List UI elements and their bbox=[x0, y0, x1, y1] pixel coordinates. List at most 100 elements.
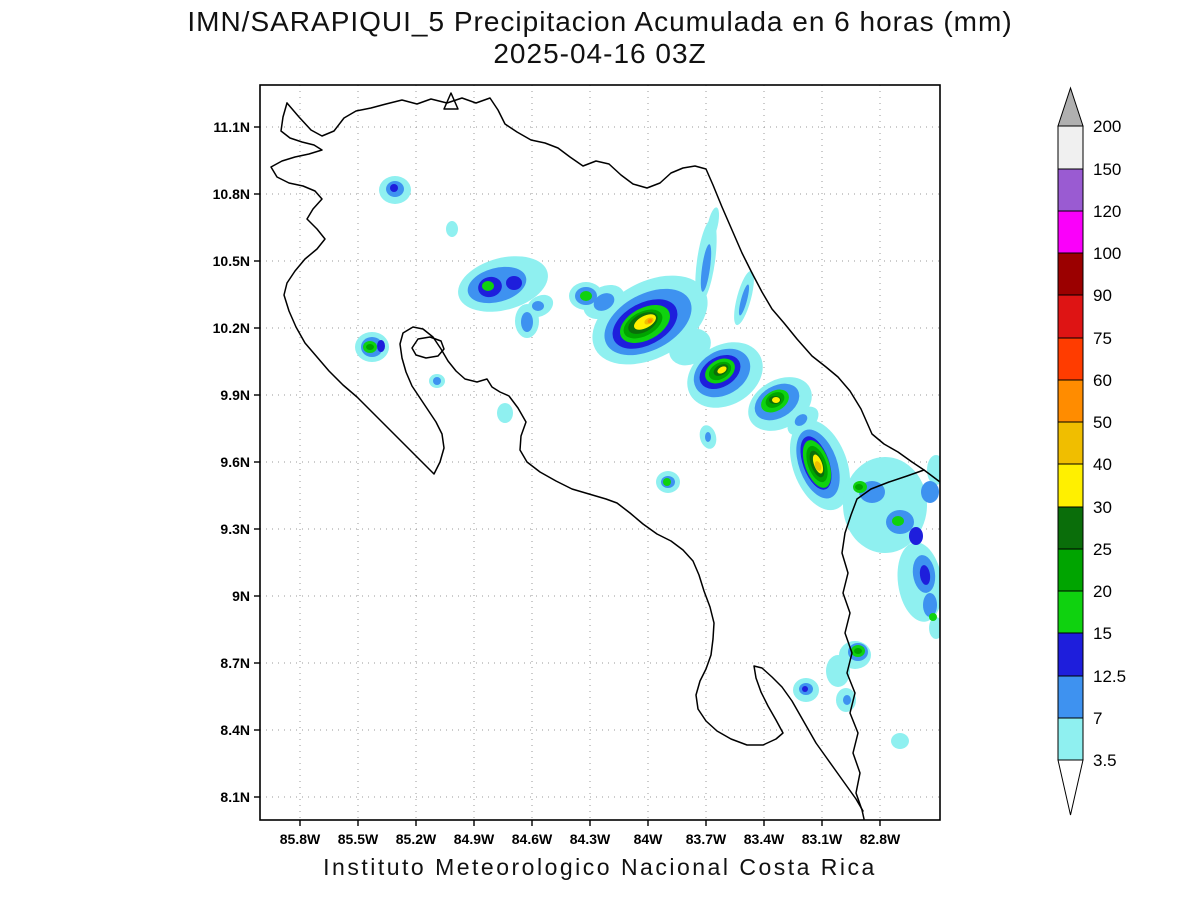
colorbar-segment-90mm bbox=[1057, 252, 1084, 296]
colorbar-label: 40 bbox=[1093, 455, 1112, 474]
colorbar-segment-20mm bbox=[1057, 548, 1084, 592]
precip-cell-15mm bbox=[663, 478, 671, 486]
precip-cell-30mm bbox=[717, 366, 727, 374]
colorbar-segment-40mm bbox=[1057, 421, 1084, 465]
precip-cell-20mm bbox=[366, 344, 374, 350]
colorbar-label: 120 bbox=[1093, 202, 1121, 221]
institution-caption: Instituto Meteorologico Nacional Costa R… bbox=[323, 854, 877, 880]
precip-cell-7mm bbox=[521, 312, 533, 332]
lon-tick-label: 83.1W bbox=[802, 831, 843, 847]
lon-tick-label: 83.4W bbox=[744, 831, 785, 847]
colorbar-label: 150 bbox=[1093, 160, 1121, 179]
precip-cell-12.5mm bbox=[919, 565, 931, 585]
precip-cell-12.5mm bbox=[506, 276, 522, 290]
colorbar-label: 30 bbox=[1093, 498, 1112, 517]
precip-cell-7mm bbox=[738, 284, 750, 316]
coastline-path bbox=[270, 102, 864, 812]
lat-tick-label: 10.5N bbox=[213, 253, 250, 269]
precip-cell-7mm bbox=[593, 293, 615, 311]
colorbar-segment-120mm bbox=[1057, 168, 1084, 212]
colorbar-label: 90 bbox=[1093, 286, 1112, 305]
precip-cell-7mm bbox=[532, 301, 544, 311]
map-frame bbox=[259, 84, 941, 821]
colorbar-label: 75 bbox=[1093, 329, 1112, 348]
colorbar-segment-15mm bbox=[1057, 590, 1084, 634]
precip-cell-20mm bbox=[854, 648, 862, 654]
lat-tick-label: 8.4N bbox=[220, 722, 250, 738]
lon-tick-label: 84.9W bbox=[454, 831, 495, 847]
colorbar-label: 20 bbox=[1093, 582, 1112, 601]
precip-cell-7mm bbox=[843, 695, 851, 705]
coastline-path bbox=[443, 92, 459, 110]
precip-cell-15mm bbox=[929, 613, 937, 621]
precip-cell-12.5mm bbox=[909, 527, 923, 545]
coastline-path bbox=[841, 469, 925, 820]
colorbar-label: 7 bbox=[1093, 709, 1102, 728]
lon-tick-label: 84.3W bbox=[570, 831, 611, 847]
precip-cell-12.5mm bbox=[802, 686, 808, 692]
lat-tick-label: 8.1N bbox=[220, 789, 250, 805]
colorbar-segment-30mm bbox=[1057, 463, 1084, 508]
precip-cell-15mm bbox=[892, 516, 904, 526]
precip-cell-30mm bbox=[772, 397, 780, 403]
lon-tick-label: 84.6W bbox=[512, 831, 553, 847]
lat-tick-label: 8.7N bbox=[220, 655, 250, 671]
precip-cell-50mm bbox=[647, 318, 653, 324]
lat-tick-label: 9.9N bbox=[220, 387, 250, 403]
colorbar-min-triangle bbox=[1057, 759, 1084, 816]
colorbar-segment-50mm bbox=[1057, 379, 1084, 423]
colorbar-segment-12.5mm bbox=[1057, 632, 1084, 677]
lat-tick-label: 9N bbox=[232, 588, 250, 604]
map-subtitle-datetime: 2025-04-16 03Z bbox=[493, 38, 707, 69]
colorbar-max-triangle bbox=[1057, 86, 1084, 127]
precip-cell-15mm bbox=[580, 291, 592, 301]
lat-tick-label: 10.2N bbox=[213, 320, 250, 336]
colorbar-segment-25mm bbox=[1057, 506, 1084, 550]
colorbar-segment-7mm bbox=[1057, 675, 1084, 719]
lon-tick-label: 83.7W bbox=[686, 831, 727, 847]
precip-cell-3.5mm bbox=[929, 617, 940, 639]
precip-cell-12.5mm bbox=[390, 184, 398, 192]
colorbar-label: 3.5 bbox=[1093, 751, 1117, 770]
coastline-path bbox=[286, 97, 940, 483]
colorbar-label: 100 bbox=[1093, 244, 1121, 263]
lon-tick-label: 82.8W bbox=[860, 831, 901, 847]
lat-tick-label: 9.3N bbox=[220, 521, 250, 537]
colorbar-label: 50 bbox=[1093, 413, 1112, 432]
precip-cell-12.5mm bbox=[377, 340, 385, 352]
precip-cell-7mm bbox=[921, 481, 939, 503]
colorbar-segment-75mm bbox=[1057, 294, 1084, 339]
precip-cell-7mm bbox=[700, 244, 712, 292]
lon-tick-label: 84W bbox=[634, 831, 664, 847]
lon-tick-label: 85.2W bbox=[396, 831, 437, 847]
precip-cell-3.5mm bbox=[891, 733, 909, 749]
colorbar-segment-60mm bbox=[1057, 337, 1084, 381]
precip-cell-3.5mm bbox=[706, 207, 720, 241]
precip-cell-3.5mm bbox=[826, 655, 850, 687]
precip-cell-3.5mm bbox=[497, 403, 513, 423]
colorbar-label: 15 bbox=[1093, 624, 1112, 643]
precip-shading bbox=[355, 176, 940, 749]
precip-cell-20mm bbox=[855, 484, 863, 490]
lat-tick-label: 9.6N bbox=[220, 454, 250, 470]
precip-cell-3.5mm bbox=[927, 455, 940, 485]
lat-tick-label: 10.8N bbox=[213, 186, 250, 202]
colorbar-segment-3.5mm bbox=[1057, 717, 1084, 761]
map-title: IMN/SARAPIQUI_5 Precipitacion Acumulada … bbox=[187, 6, 1013, 37]
precip-cell-7mm bbox=[705, 432, 711, 442]
colorbar-segment-100mm bbox=[1057, 210, 1084, 254]
colorbar-label: 25 bbox=[1093, 540, 1112, 559]
colorbar-label: 200 bbox=[1093, 117, 1121, 136]
precip-cell-7mm bbox=[794, 414, 808, 426]
colorbar-segment-150mm bbox=[1057, 125, 1084, 170]
precip-cell-7mm bbox=[433, 377, 441, 385]
lon-tick-label: 85.8W bbox=[280, 831, 321, 847]
precip-cell-3.5mm bbox=[446, 221, 458, 237]
precip-cell-7mm bbox=[923, 593, 937, 617]
precip-cell-40mm bbox=[814, 461, 822, 471]
coastline-path bbox=[411, 336, 445, 359]
colorbar-label: 60 bbox=[1093, 371, 1112, 390]
coastlines bbox=[270, 92, 940, 820]
lon-tick-label: 85.5W bbox=[338, 831, 379, 847]
